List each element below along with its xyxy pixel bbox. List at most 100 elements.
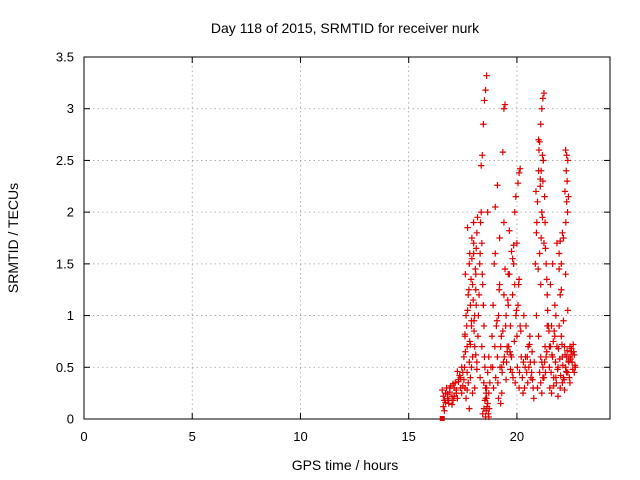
data-point: [555, 345, 562, 352]
data-point: [543, 276, 550, 283]
data-point: [453, 386, 460, 394]
data-point: [480, 322, 488, 330]
data-point: [472, 265, 479, 273]
data-point: [463, 369, 471, 376]
data-point: [505, 271, 512, 278]
data-point: [564, 208, 571, 216]
data-point: [566, 379, 574, 386]
data-point: [555, 250, 563, 257]
data-point: [462, 348, 469, 355]
data-point: [450, 393, 458, 400]
y-tick-label: 0.5: [56, 360, 74, 375]
data-point: [514, 179, 522, 187]
data-point: [554, 393, 562, 400]
data-point: [470, 327, 478, 335]
data-point: [561, 351, 569, 359]
data-point: [474, 214, 481, 221]
data-point: [468, 364, 475, 371]
data-point: [454, 395, 461, 402]
data-point: [539, 214, 546, 221]
data-point: [454, 368, 461, 375]
data-point: [484, 369, 491, 376]
data-point: [488, 333, 496, 340]
data-point: [461, 364, 468, 371]
data-point: [536, 250, 543, 257]
data-point: [478, 239, 486, 247]
data-point: [515, 281, 522, 288]
data-point: [482, 86, 489, 94]
data-point: [497, 400, 504, 407]
data-point: [541, 219, 549, 226]
data-point: [513, 307, 520, 314]
data-point: [516, 322, 524, 330]
data-point: [466, 260, 473, 268]
data-point: [490, 260, 498, 268]
data-point: [571, 369, 578, 376]
data-point: [540, 239, 548, 247]
data-point: [503, 358, 510, 366]
data-point: [529, 376, 536, 383]
data-point: [489, 364, 496, 371]
data-point: [517, 327, 525, 335]
data-point: [473, 302, 480, 309]
y-tick-label: 2: [67, 205, 74, 220]
data-point: [537, 353, 544, 361]
data-point: [478, 162, 485, 169]
data-point: [539, 364, 547, 371]
axes: 0 0.5 1 1.5 2 2.5 3 3.5 0 5 10 15 20: [56, 50, 610, 444]
data-point: [495, 395, 502, 402]
data-point: [561, 386, 568, 394]
data-point: [511, 338, 518, 345]
data-point: [542, 369, 549, 376]
data-point: [550, 338, 557, 345]
data-point: [473, 358, 481, 366]
data-point: [563, 347, 571, 354]
data-point: [557, 384, 564, 392]
data-point: [464, 307, 471, 314]
data-point: [502, 312, 510, 319]
data-point: [504, 296, 512, 304]
data-point: [558, 260, 565, 268]
data-point: [479, 281, 486, 288]
data-point: [439, 386, 446, 394]
x-tick-label: 0: [80, 429, 87, 444]
data-point: [461, 330, 469, 338]
data-point: [568, 358, 576, 366]
data-point: [440, 403, 447, 410]
x-tick-label: 20: [510, 429, 524, 444]
data-point: [477, 219, 484, 226]
data-point: [542, 353, 550, 361]
data-point: [524, 353, 531, 361]
data-point: [492, 374, 499, 381]
data-point: [519, 389, 527, 397]
data-point: [479, 410, 486, 418]
data-point: [542, 260, 550, 268]
data-point: [569, 366, 576, 373]
data-point: [524, 343, 532, 350]
data-point: [482, 413, 489, 421]
data-point: [478, 208, 485, 216]
data-point: [475, 291, 483, 299]
data-point: [481, 397, 489, 404]
data-point: [534, 384, 541, 392]
data-point: [483, 384, 490, 392]
data-point: [462, 395, 470, 402]
data-point: [495, 286, 503, 293]
data-point: [536, 369, 543, 376]
data-point: [463, 322, 470, 330]
data-point: [483, 72, 490, 79]
data-point: [469, 389, 476, 397]
data-point: [551, 333, 559, 340]
data-point: [472, 286, 479, 293]
data-point: [472, 351, 479, 359]
data-point: [441, 407, 448, 414]
data-point: [557, 372, 564, 379]
data-point: [471, 343, 478, 350]
data-point: [532, 188, 540, 195]
data-point: [465, 379, 472, 386]
data-point: [514, 364, 521, 371]
data-point: [533, 229, 540, 237]
data-point: [509, 255, 516, 262]
data-point: [492, 203, 499, 211]
data-point: [505, 343, 512, 350]
